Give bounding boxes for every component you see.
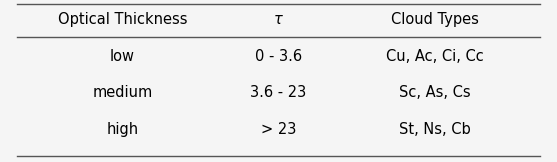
Text: Optical Thickness: Optical Thickness bbox=[58, 12, 187, 27]
Text: medium: medium bbox=[92, 85, 153, 100]
Text: τ: τ bbox=[274, 12, 283, 27]
Text: Sc, As, Cs: Sc, As, Cs bbox=[399, 85, 470, 100]
Text: St, Ns, Cb: St, Ns, Cb bbox=[399, 122, 470, 137]
Text: high: high bbox=[106, 122, 139, 137]
Text: Cu, Ac, Ci, Cc: Cu, Ac, Ci, Cc bbox=[385, 49, 483, 64]
Text: Cloud Types: Cloud Types bbox=[390, 12, 478, 27]
Text: > 23: > 23 bbox=[261, 122, 296, 137]
Text: low: low bbox=[110, 49, 135, 64]
Text: 3.6 - 23: 3.6 - 23 bbox=[251, 85, 306, 100]
Text: 0 - 3.6: 0 - 3.6 bbox=[255, 49, 302, 64]
